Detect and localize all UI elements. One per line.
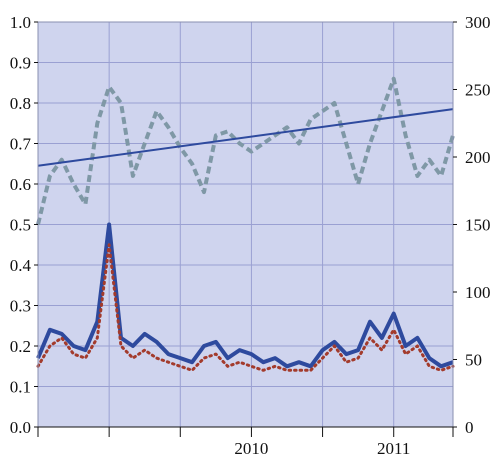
left-tick-label: 0.5	[10, 216, 31, 235]
left-tick-label: 0.0	[10, 418, 31, 437]
left-tick-label: 0.4	[10, 256, 32, 275]
left-tick-label: 0.8	[10, 94, 31, 113]
x-tick-label: 2011	[377, 439, 410, 457]
right-tick-label: 50	[465, 351, 482, 370]
left-tick-label: 0.6	[10, 175, 31, 194]
left-tick-label: 0.3	[10, 297, 31, 316]
series-line-1	[36, 76, 455, 225]
series-line-4	[37, 108, 454, 167]
right-tick-label: 100	[465, 283, 491, 302]
right-tick-label: 300	[465, 13, 491, 32]
left-tick-label: 0.7	[10, 135, 32, 154]
right-tick-label: 250	[465, 81, 491, 100]
left-tick-label: 1.0	[10, 13, 31, 32]
series-layer	[36, 76, 455, 372]
x-tick-label: 2010	[234, 439, 268, 457]
y-axis-left: 0.0 0.1 0.2 0.3 0.4 0.5 0.6 0.7 0.8 0.9 1.0	[10, 13, 38, 437]
left-tick-label: 0.9	[10, 54, 31, 73]
right-tick-label: 200	[465, 148, 491, 167]
y-axis-right: 0 50 100 150 200 250 300	[453, 13, 491, 437]
x-axis: 2010 2011	[37, 426, 454, 457]
right-tick-label: 150	[465, 216, 491, 235]
series-line-3	[36, 243, 455, 372]
left-tick-label: 0.2	[10, 337, 31, 356]
right-tick-label: 0	[465, 418, 474, 437]
series-line-2	[36, 222, 454, 369]
left-tick-label: 0.1	[10, 378, 31, 397]
